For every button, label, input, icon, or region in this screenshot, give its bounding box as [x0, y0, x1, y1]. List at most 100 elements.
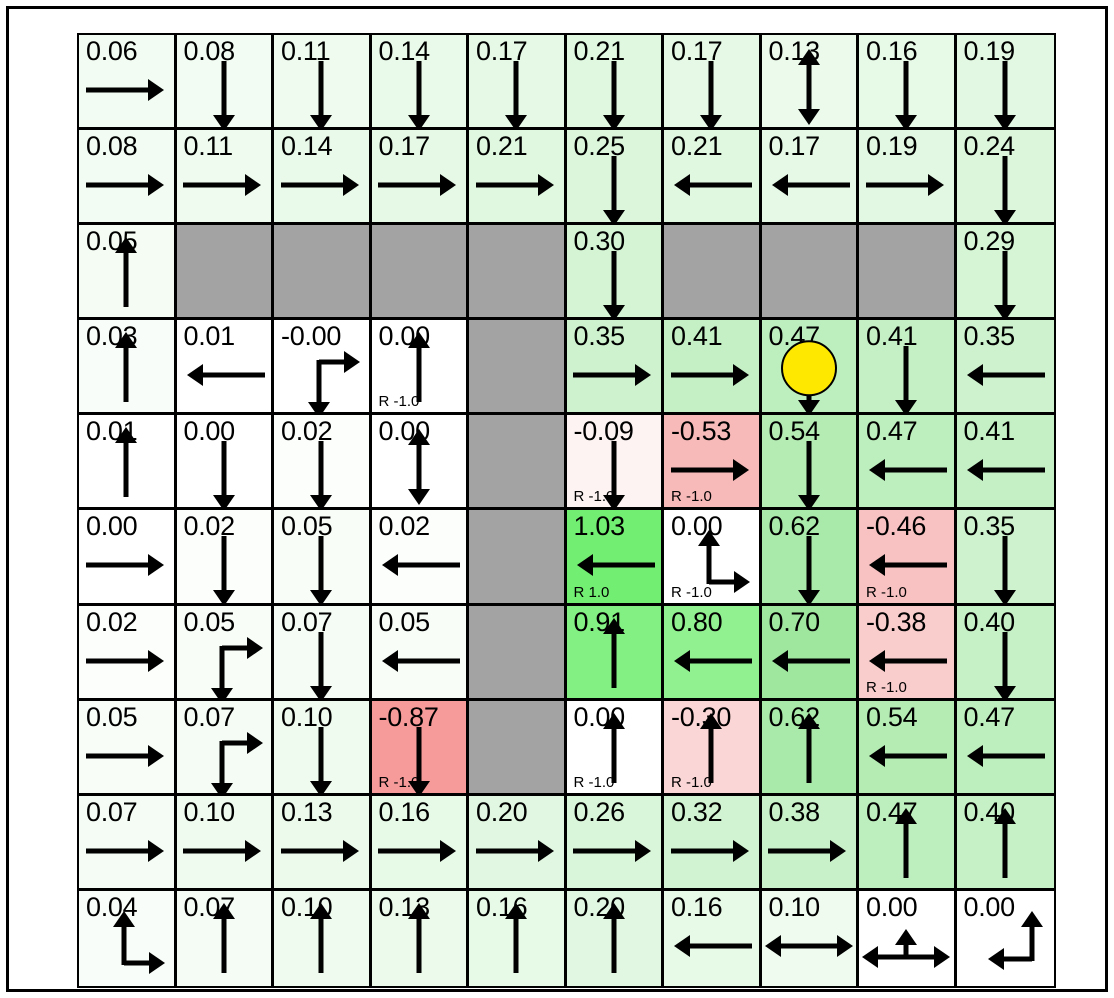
grid-cell[interactable]: 0.00	[176, 415, 274, 511]
grid-cell[interactable]: -0.00	[274, 320, 372, 416]
cell-reward-label: R -1.0	[671, 583, 712, 601]
grid-cell[interactable]: 0.05	[79, 700, 177, 796]
grid-cell[interactable]: 0.16	[859, 35, 957, 131]
grid-cell[interactable]: 0.62	[761, 700, 859, 796]
grid-cell[interactable]: 0.07	[176, 700, 274, 796]
grid-cell[interactable]: 0.29	[956, 225, 1054, 321]
grid-cell[interactable]: 0.14	[371, 35, 469, 131]
grid-cell[interactable]: 0.35	[956, 510, 1054, 606]
grid-cell[interactable]: 0.80	[664, 605, 762, 701]
grid-cell[interactable]: 0.10	[176, 795, 274, 891]
grid-cell[interactable]: 0.13	[761, 35, 859, 131]
cell-value: 0.16	[476, 891, 528, 922]
grid-cell[interactable]: 0.10	[761, 890, 859, 986]
grid-cell[interactable]: 0.54	[859, 700, 957, 796]
grid-cell[interactable]: 0.16	[469, 890, 567, 986]
grid-cell[interactable]: 0.02	[176, 510, 274, 606]
grid-cell[interactable]: -0.38 R -1.0	[859, 605, 957, 701]
grid-cell[interactable]: 0.05	[176, 605, 274, 701]
cell-value: 0.05	[86, 701, 138, 732]
grid-cell[interactable]: 0.14	[274, 130, 372, 226]
grid-cell[interactable]: 0.20	[566, 890, 664, 986]
grid-cell[interactable]: 0.02	[274, 415, 372, 511]
grid-cell[interactable]: 0.01	[79, 415, 177, 511]
grid-cell[interactable]: 0.16	[371, 795, 469, 891]
grid-cell[interactable]: -0.30 R -1.0	[664, 700, 762, 796]
grid-cell[interactable]: 0.47	[761, 320, 859, 416]
grid-cell[interactable]: 0.05	[79, 225, 177, 321]
grid-cell[interactable]: 0.00 R -1.0	[566, 700, 664, 796]
grid-cell[interactable]: 0.11	[274, 35, 372, 131]
policy-arrow-down-right-icon	[306, 350, 366, 413]
agent-marker[interactable]	[780, 340, 837, 397]
grid-cell[interactable]: 0.07	[274, 605, 372, 701]
grid-cell[interactable]: 0.21	[469, 130, 567, 226]
grid-cell[interactable]: 0.06	[79, 35, 177, 131]
grid-cell[interactable]: 0.13	[371, 890, 469, 986]
grid-cell[interactable]: 0.21	[664, 130, 762, 226]
grid-cell[interactable]: 0.41	[956, 415, 1054, 511]
grid-cell[interactable]: 0.02	[79, 605, 177, 701]
grid-cell-wall	[664, 225, 762, 321]
grid-cell[interactable]: 0.25	[566, 130, 664, 226]
gridworld-grid[interactable]: 0.06 0.08 0.11 0.14 0.17 0.21 0.17 0.13 0.16 0.19…	[77, 33, 1056, 988]
grid-cell[interactable]: 0.13	[274, 795, 372, 891]
grid-cell[interactable]: 0.00	[371, 415, 469, 511]
grid-cell[interactable]: 0.01	[176, 320, 274, 416]
grid-cell[interactable]: 0.54	[761, 415, 859, 511]
grid-cell[interactable]: 0.26	[566, 795, 664, 891]
grid-cell[interactable]: 0.16	[664, 890, 762, 986]
grid-cell[interactable]: 0.07	[176, 890, 274, 986]
grid-cell[interactable]: 0.04	[79, 890, 177, 986]
grid-cell[interactable]: 0.24	[956, 130, 1054, 226]
grid-cell[interactable]: 0.17	[664, 35, 762, 131]
grid-cell[interactable]: 0.19	[859, 130, 957, 226]
grid-cell[interactable]: 0.47	[859, 795, 957, 891]
grid-cell[interactable]: 0.02	[371, 510, 469, 606]
grid-cell[interactable]: -0.46 R -1.0	[859, 510, 957, 606]
grid-cell[interactable]: 0.30	[566, 225, 664, 321]
grid-cell[interactable]: 0.11	[176, 130, 274, 226]
grid-cell[interactable]: 0.00	[859, 890, 957, 986]
grid-cell[interactable]: 0.17	[371, 130, 469, 226]
grid-cell[interactable]: 0.47	[956, 700, 1054, 796]
grid-cell[interactable]: 0.35	[566, 320, 664, 416]
cell-value: 0.70	[768, 606, 821, 637]
cell-value: 0.07	[183, 891, 236, 922]
grid-cell[interactable]: 0.47	[859, 415, 957, 511]
grid-cell[interactable]: 0.08	[176, 35, 274, 131]
grid-cell[interactable]: 0.03	[79, 320, 177, 416]
grid-cell[interactable]: 0.05	[371, 605, 469, 701]
grid-cell[interactable]: 0.00 R -1.0	[371, 320, 469, 416]
grid-cell[interactable]: 0.38	[761, 795, 859, 891]
grid-cell[interactable]: 0.19	[956, 35, 1054, 131]
grid-cell[interactable]: 0.20	[469, 795, 567, 891]
grid-cell[interactable]: 0.07	[79, 795, 177, 891]
grid-cell[interactable]: 0.17	[761, 130, 859, 226]
grid-cell[interactable]: 0.41	[859, 320, 957, 416]
grid-cell[interactable]: 0.00	[79, 510, 177, 606]
grid-cell[interactable]: 0.70	[761, 605, 859, 701]
cell-value: 0.11	[281, 36, 331, 66]
grid-cell[interactable]: 0.00	[956, 890, 1054, 986]
grid-cell[interactable]: -0.87 R -1.0	[371, 700, 469, 796]
grid-cell[interactable]: 0.17	[469, 35, 567, 131]
grid-cell[interactable]: 0.10	[274, 700, 372, 796]
grid-cell[interactable]: 0.62	[761, 510, 859, 606]
grid-cell[interactable]: 1.03 R 1.0	[566, 510, 664, 606]
grid-cell[interactable]: 0.40	[956, 605, 1054, 701]
grid-cell[interactable]: 0.00 R -1.0	[664, 510, 762, 606]
grid-cell[interactable]: 0.08	[79, 130, 177, 226]
policy-arrow-down-icon	[992, 628, 1018, 698]
grid-cell[interactable]: -0.53 R -1.0	[664, 415, 762, 511]
grid-cell[interactable]: 0.91	[566, 605, 664, 701]
grid-cell[interactable]: 0.05	[274, 510, 372, 606]
grid-cell[interactable]: 0.40	[956, 795, 1054, 891]
grid-cell[interactable]: 0.10	[274, 890, 372, 986]
cell-value: 0.06	[86, 36, 138, 66]
grid-cell[interactable]: -0.09 R -1.0	[566, 415, 664, 511]
grid-cell[interactable]: 0.21	[566, 35, 664, 131]
grid-cell[interactable]: 0.41	[664, 320, 762, 416]
grid-cell[interactable]: 0.35	[956, 320, 1054, 416]
grid-cell[interactable]: 0.32	[664, 795, 762, 891]
